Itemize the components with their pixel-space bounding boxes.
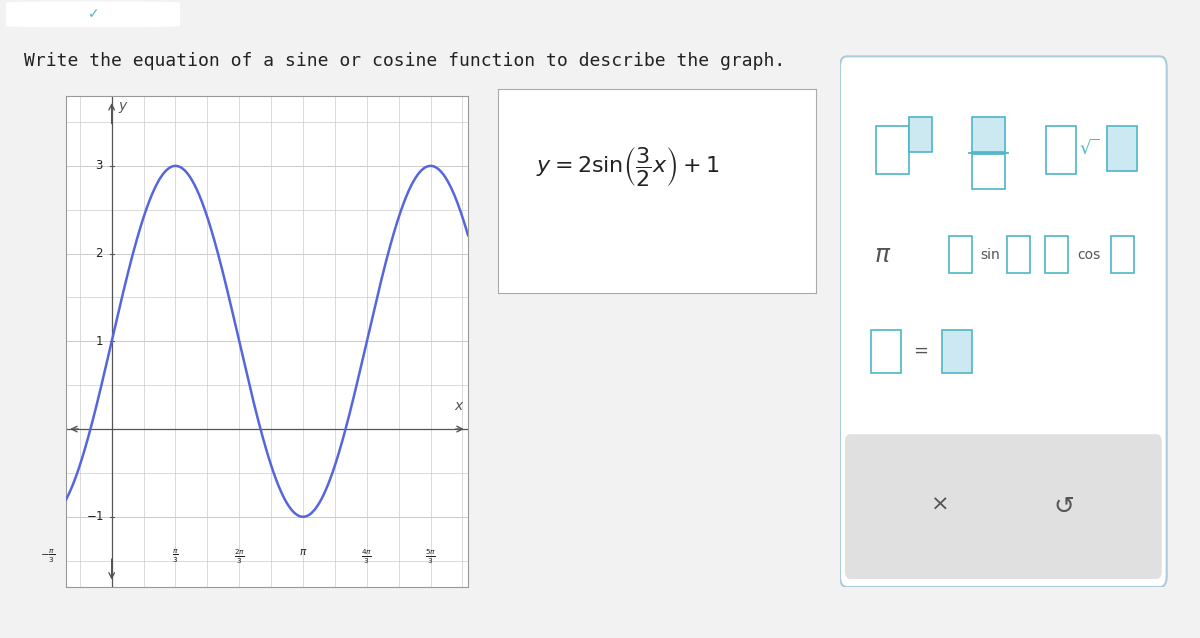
Bar xyxy=(942,330,972,373)
Text: $\sqrt{\,}$: $\sqrt{\,}$ xyxy=(1079,139,1099,158)
Text: $-\frac{\pi}{3}$: $-\frac{\pi}{3}$ xyxy=(41,547,55,565)
Text: ↺: ↺ xyxy=(1054,494,1075,519)
Bar xyxy=(1044,236,1068,274)
Text: $3$: $3$ xyxy=(95,160,103,172)
Text: $\frac{4\pi}{3}$: $\frac{4\pi}{3}$ xyxy=(361,547,372,566)
Bar xyxy=(1046,126,1076,174)
Bar xyxy=(1007,236,1030,274)
Bar xyxy=(1111,236,1134,274)
Bar xyxy=(972,117,1006,152)
Text: $\frac{\pi}{3}$: $\frac{\pi}{3}$ xyxy=(172,547,179,565)
FancyBboxPatch shape xyxy=(6,1,180,27)
Bar xyxy=(871,330,901,373)
Text: $\pi$: $\pi$ xyxy=(299,547,307,558)
Text: Write the equation of a sine or cosine function to describe the graph.: Write the equation of a sine or cosine f… xyxy=(24,52,785,70)
Text: $y$: $y$ xyxy=(118,100,128,115)
Text: $\frac{2\pi}{3}$: $\frac{2\pi}{3}$ xyxy=(234,547,245,566)
Text: =: = xyxy=(913,342,929,360)
Bar xyxy=(972,154,1006,189)
Text: $\mathit{\pi}$: $\mathit{\pi}$ xyxy=(875,242,892,267)
Text: $y = 2\sin\!\left(\dfrac{3}{2}x\right) + 1$: $y = 2\sin\!\left(\dfrac{3}{2}x\right) +… xyxy=(536,145,720,188)
Text: $2$: $2$ xyxy=(95,247,103,260)
FancyBboxPatch shape xyxy=(845,434,1162,579)
Text: $\times$: $\times$ xyxy=(930,494,948,514)
Bar xyxy=(910,117,932,152)
Text: $1$: $1$ xyxy=(95,335,103,348)
Text: $-1$: $-1$ xyxy=(85,510,103,523)
Bar xyxy=(1108,126,1138,172)
Bar xyxy=(949,236,972,274)
Bar xyxy=(876,126,910,174)
Text: $\frac{5\pi}{3}$: $\frac{5\pi}{3}$ xyxy=(425,547,436,566)
Text: $x$: $x$ xyxy=(455,399,464,413)
Text: sin: sin xyxy=(980,248,1000,262)
Text: ✓: ✓ xyxy=(88,8,100,21)
FancyBboxPatch shape xyxy=(840,56,1166,587)
Text: cos: cos xyxy=(1078,248,1100,262)
